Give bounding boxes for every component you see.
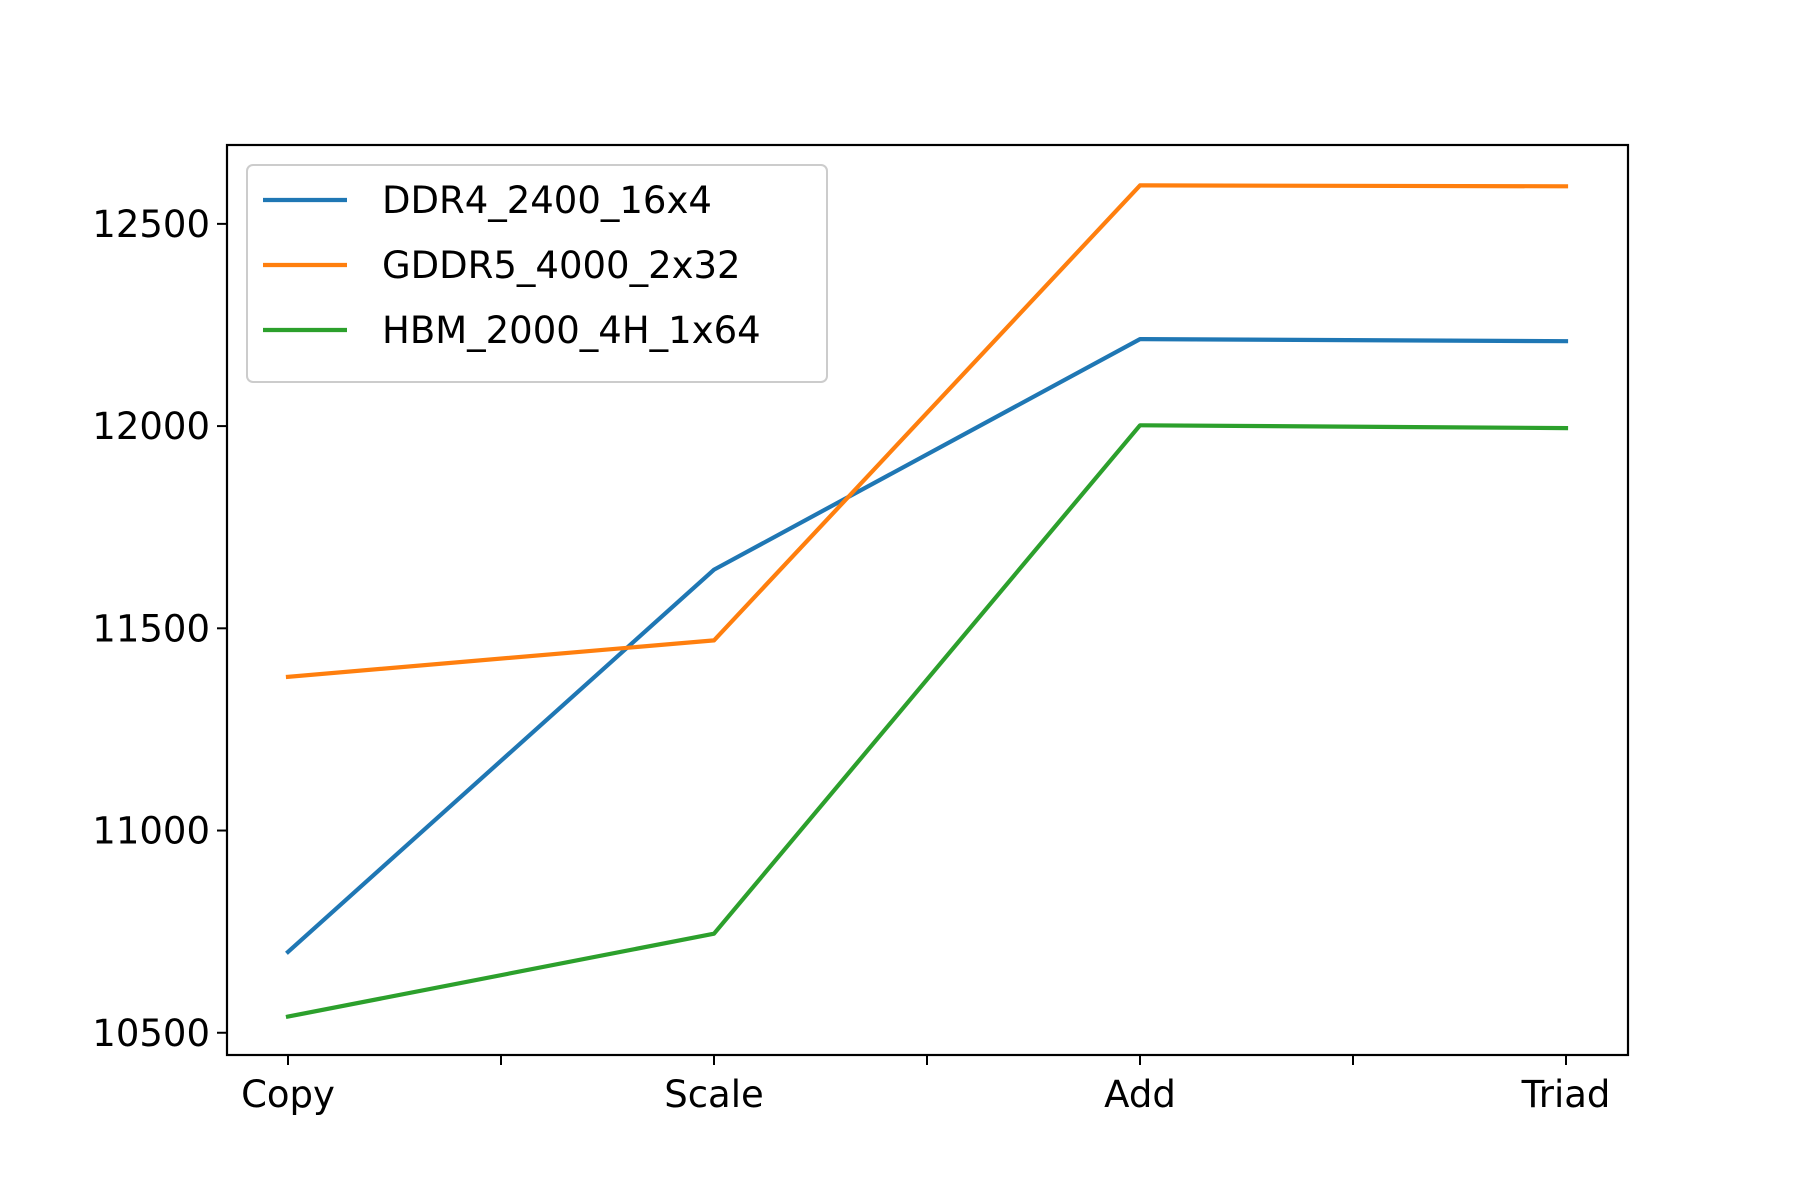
series-line-0 (285, 337, 1569, 955)
y-tick-label: 10500 (92, 1012, 210, 1055)
legend-label-2: HBM_2000_4H_1x64 (382, 309, 761, 352)
legend-label-0: DDR4_2400_16x4 (382, 179, 712, 222)
legend: DDR4_2400_16x4 GDDR5_4000_2x32 HBM_2000_4H… (246, 164, 828, 383)
series-layer (285, 183, 1569, 1020)
series-line-1 (285, 183, 1569, 680)
legend-frame (246, 164, 828, 383)
x-tick-label: Add (1104, 1073, 1176, 1116)
x-axis: Copy Scale Add Triad (241, 1055, 1610, 1116)
y-tick-label: 11500 (92, 607, 210, 650)
y-tick-label: 11000 (92, 810, 210, 853)
x-tick-label: Scale (664, 1073, 764, 1116)
y-tick-label: 12000 (92, 405, 210, 448)
y-axis: 10500 11000 11500 12000 12500 (92, 203, 227, 1055)
series-line-2 (285, 423, 1569, 1020)
x-tick-label: Triad (1521, 1073, 1611, 1116)
legend-label-1: GDDR5_4000_2x32 (382, 244, 741, 287)
x-tick-label: Copy (241, 1073, 335, 1116)
y-tick-label: 12500 (92, 203, 210, 246)
